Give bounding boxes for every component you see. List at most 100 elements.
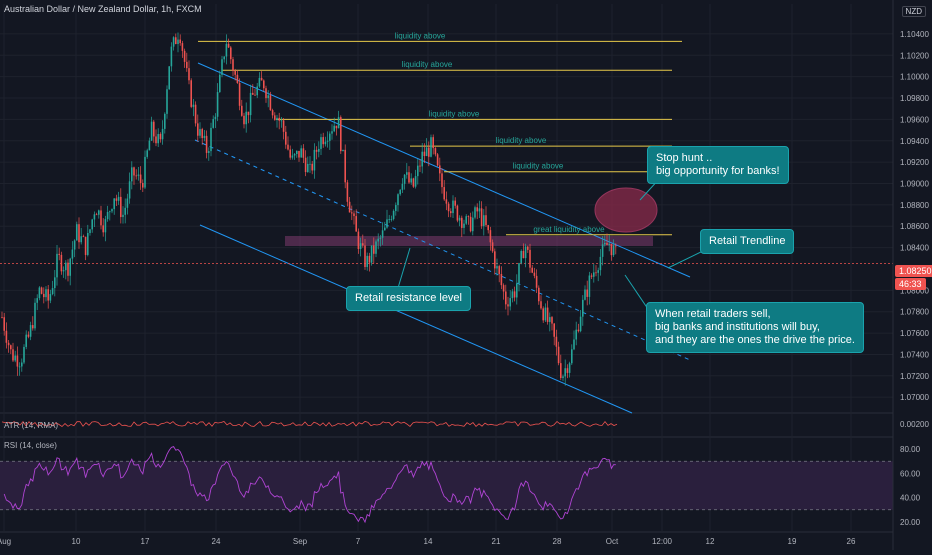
candle-body [98,210,100,215]
candle-body [49,294,52,301]
candle-body [463,223,465,228]
candle-body [586,289,588,297]
candle-body [423,151,426,157]
candle-body [289,149,291,158]
candle-body [560,363,562,378]
candle-body [175,37,177,45]
candle-body [527,246,529,250]
currency-badge[interactable]: NZD [901,6,926,17]
candle-body [269,95,272,111]
y-tick-label: 1.07400 [900,350,929,359]
candle-body [73,240,76,250]
candle-body [441,173,443,188]
candle-body [443,187,445,200]
candle-body [326,140,329,142]
candle-body [247,111,250,116]
candle-body [454,200,456,206]
candle-body [313,149,316,171]
candle-body [201,129,203,139]
candle-body [489,230,492,243]
candle-body [606,242,608,245]
candle-body [520,250,522,264]
liquidity-levels: liquidity above liquidity above liquidity … [198,31,682,236]
liquidity-level-label: liquidity above [496,136,547,145]
candle-body [5,330,8,343]
candle-body [60,254,63,272]
candle-body [36,298,38,303]
y-tick-label: 1.07600 [900,329,929,338]
candle-body [287,144,289,150]
candle-body [302,148,305,158]
candle-body [186,61,188,69]
candle-body [544,307,547,321]
candle-body [293,154,296,156]
candle-body [155,136,157,144]
candle-body [148,140,151,151]
candle-body [25,334,27,347]
candle-body [192,104,195,107]
x-tick-label: 19 [788,537,797,546]
candle-body [117,196,120,201]
candle-body [106,211,109,220]
candle-body [54,277,56,289]
candle-body [480,208,483,227]
candle-body [203,135,206,139]
candle-body [553,323,555,337]
candle-body [65,262,67,271]
candle-body [485,215,487,226]
trendlines [0,62,893,414]
candle-body [80,236,82,243]
candle-body [181,43,184,51]
candle-body [190,80,192,107]
candle-body [445,199,448,204]
candle-body [168,66,170,90]
candle-body [12,349,14,361]
candle-body [100,210,102,226]
candle-body [379,237,382,239]
rsi-band [0,461,893,510]
candle-body [353,213,355,217]
candle-body [476,207,478,212]
candle-body [588,275,591,297]
candle-body [566,368,569,373]
candle-body [133,167,135,176]
candle-body [10,345,12,350]
candle-body [610,243,613,256]
candle-body [236,74,239,84]
y-tick-label: 1.07000 [900,393,929,402]
candle-body [170,46,173,67]
x-tick-label: 21 [492,537,501,546]
candle-body [131,167,133,182]
candle-body [67,262,69,276]
x-tick-label: 14 [424,537,433,546]
candle-body [434,148,437,155]
candle-body [522,250,525,259]
candle-body [126,198,129,208]
candle-body [364,245,366,268]
candle-body [199,129,201,136]
candle-body [362,243,364,246]
candle-body [210,127,212,152]
candle-body [531,267,533,273]
candle-body [40,287,43,294]
candle-body [577,329,580,332]
candle-body [56,253,58,278]
liquidity-level-label: liquidity above [395,31,446,40]
time-axis[interactable]: Aug 10 17 24 Sep 7 14 21 28 Oct 12:00 12 19 26 [0,537,856,546]
indicators [0,420,893,524]
candle-body [45,289,47,298]
candle-body [472,217,474,232]
candle-body [225,43,228,57]
candle-body [421,151,423,167]
candle-body [47,289,49,301]
candle-body [399,189,401,195]
candle-body [582,299,584,317]
candle-body [245,111,247,125]
candle-body [188,68,190,81]
rsi-tick-label: 60.00 [900,469,921,478]
candle-body [263,80,265,89]
candle-body [122,214,124,218]
candle-body [166,89,168,114]
